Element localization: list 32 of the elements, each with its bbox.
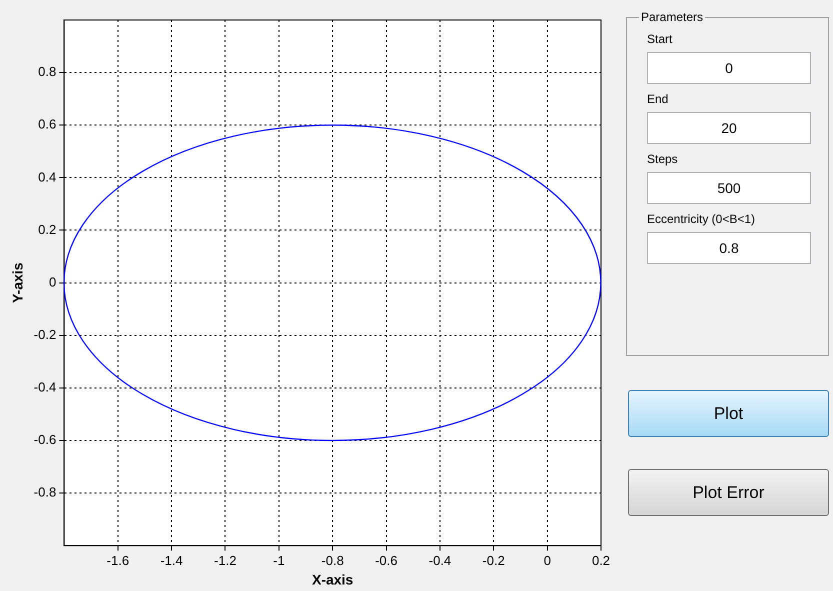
- x-tick-label: -1.2: [214, 552, 236, 568]
- y-tick-label: 0.8: [38, 64, 56, 80]
- y-tick-label: 0: [48, 274, 56, 290]
- y-axis-title: Y-axis: [9, 262, 26, 304]
- x-tick-label: 0.2: [592, 552, 610, 568]
- text: Plot Error: [628, 469, 829, 516]
- y-tick-label: -0.8: [34, 484, 56, 500]
- x-tick-label: -0.2: [482, 552, 505, 568]
- text: 0: [647, 52, 811, 84]
- y-tick-label: -0.2: [34, 326, 56, 342]
- text: End: [647, 92, 670, 106]
- text: Steps: [647, 152, 679, 166]
- x-tick-label: -1.4: [160, 552, 183, 568]
- y-tick-label: -0.4: [34, 380, 56, 394]
- x-tick-label: -1: [273, 552, 285, 568]
- y-tick-label: 0.6: [38, 116, 56, 132]
- text: 0.8: [647, 232, 811, 264]
- text: 20: [647, 112, 811, 144]
- x-tick-label: -0.6: [375, 552, 398, 568]
- text: Start: [647, 32, 674, 46]
- text: Eccentricity (0<B<1): [647, 212, 756, 226]
- x-tick-label: -1.6: [106, 552, 130, 568]
- x-axis-title: X-axis: [312, 571, 354, 588]
- y-tick-label: 0.2: [38, 222, 56, 237]
- x-tick-label: 0: [544, 552, 551, 568]
- y-tick-label: -0.6: [34, 432, 56, 448]
- x-tick-label: -0.4: [428, 552, 452, 568]
- text: Parameters: [640, 10, 704, 24]
- text: 500: [647, 172, 811, 204]
- text: Plot: [628, 390, 829, 437]
- x-tick-label: -0.8: [321, 552, 344, 568]
- y-tick-label: 0.4: [38, 169, 56, 184]
